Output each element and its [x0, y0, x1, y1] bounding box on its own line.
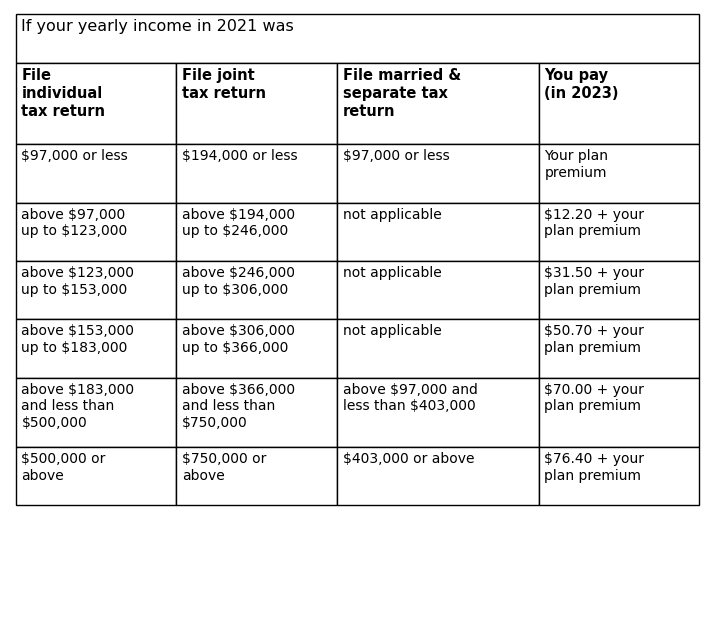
- Text: $12.20 + your
plan premium: $12.20 + your plan premium: [544, 208, 644, 238]
- Bar: [337, 144, 538, 203]
- Text: above $246,000
up to $306,000: above $246,000 up to $306,000: [182, 266, 295, 297]
- Text: $97,000 or less: $97,000 or less: [21, 149, 128, 164]
- Text: above $153,000
up to $183,000: above $153,000 up to $183,000: [21, 325, 134, 355]
- Bar: [177, 203, 337, 261]
- Bar: [538, 447, 699, 505]
- Text: above $97,000
up to $123,000: above $97,000 up to $123,000: [21, 208, 128, 238]
- Bar: [177, 144, 337, 203]
- Text: File
individual
tax return: File individual tax return: [21, 68, 105, 119]
- Text: You pay
(in 2023): You pay (in 2023): [544, 68, 619, 101]
- Bar: [538, 144, 699, 203]
- Text: $97,000 or less: $97,000 or less: [342, 149, 450, 164]
- Text: $70.00 + your
plan premium: $70.00 + your plan premium: [544, 382, 644, 413]
- Text: $750,000 or
above: $750,000 or above: [182, 452, 267, 482]
- Bar: [538, 261, 699, 320]
- Bar: [337, 63, 538, 144]
- Text: If your yearly income in 2021 was: If your yearly income in 2021 was: [21, 19, 294, 34]
- Text: $76.40 + your
plan premium: $76.40 + your plan premium: [544, 452, 644, 482]
- Bar: [177, 63, 337, 144]
- Bar: [337, 447, 538, 505]
- Bar: [16, 261, 177, 320]
- Text: above $194,000
up to $246,000: above $194,000 up to $246,000: [182, 208, 295, 238]
- Bar: [538, 63, 699, 144]
- Bar: [538, 320, 699, 377]
- Text: above $97,000 and
less than $403,000: above $97,000 and less than $403,000: [342, 382, 478, 413]
- Text: above $366,000
and less than
$750,000: above $366,000 and less than $750,000: [182, 382, 295, 430]
- Text: $194,000 or less: $194,000 or less: [182, 149, 297, 164]
- Text: $31.50 + your
plan premium: $31.50 + your plan premium: [544, 266, 644, 297]
- Bar: [16, 320, 177, 377]
- Text: not applicable: not applicable: [342, 325, 441, 338]
- Bar: [177, 320, 337, 377]
- Bar: [16, 14, 699, 63]
- Text: $403,000 or above: $403,000 or above: [342, 452, 474, 466]
- Text: File married &
separate tax
return: File married & separate tax return: [342, 68, 461, 119]
- Bar: [16, 377, 177, 447]
- Bar: [337, 203, 538, 261]
- Bar: [16, 144, 177, 203]
- Bar: [16, 203, 177, 261]
- Bar: [177, 447, 337, 505]
- Text: above $306,000
up to $366,000: above $306,000 up to $366,000: [182, 325, 295, 355]
- Text: Your plan
premium: Your plan premium: [544, 149, 608, 180]
- Text: above $123,000
up to $153,000: above $123,000 up to $153,000: [21, 266, 134, 297]
- Bar: [538, 377, 699, 447]
- Bar: [16, 447, 177, 505]
- Bar: [16, 63, 177, 144]
- Text: $50.70 + your
plan premium: $50.70 + your plan premium: [544, 325, 644, 355]
- Text: $500,000 or
above: $500,000 or above: [21, 452, 106, 482]
- Text: not applicable: not applicable: [342, 266, 441, 280]
- Bar: [177, 377, 337, 447]
- Text: not applicable: not applicable: [342, 208, 441, 221]
- Bar: [177, 261, 337, 320]
- Bar: [538, 203, 699, 261]
- Text: above $183,000
and less than
$500,000: above $183,000 and less than $500,000: [21, 382, 134, 430]
- Bar: [337, 261, 538, 320]
- Bar: [337, 377, 538, 447]
- Bar: [337, 320, 538, 377]
- Text: File joint
tax return: File joint tax return: [182, 68, 266, 101]
